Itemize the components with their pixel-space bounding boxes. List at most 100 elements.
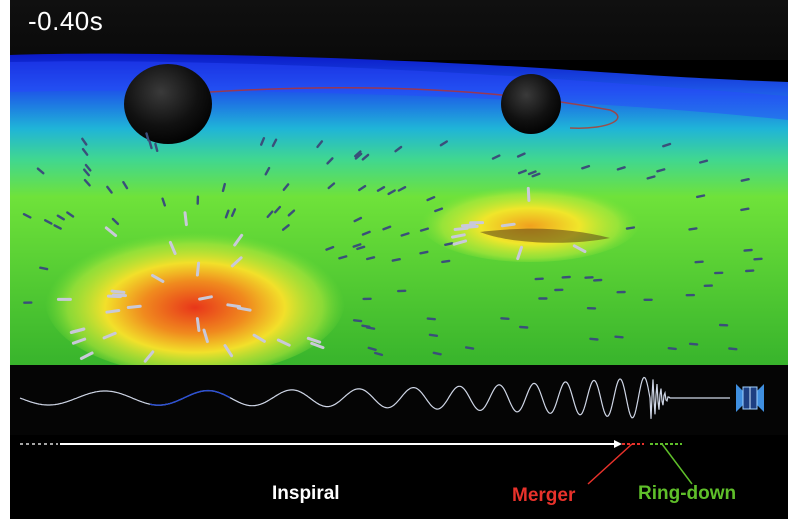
field-arrow xyxy=(310,341,325,350)
field-arrow xyxy=(753,257,763,261)
field-arrow xyxy=(460,223,476,228)
background-sky xyxy=(10,0,788,60)
field-arrow xyxy=(202,328,209,344)
field-arrow xyxy=(154,142,159,153)
timeline-arrowhead xyxy=(614,440,622,448)
field-arrow xyxy=(84,163,92,172)
field-arrow xyxy=(527,170,537,176)
field-arrow xyxy=(148,140,153,150)
field-arrow xyxy=(444,242,454,247)
inspiral-label: Inspiral xyxy=(272,483,340,504)
field-arrow xyxy=(168,240,177,255)
field-arrow xyxy=(316,140,324,149)
field-arrow xyxy=(81,137,88,146)
field-arrow xyxy=(667,347,677,351)
field-arrow xyxy=(616,166,626,171)
field-arrow xyxy=(111,217,120,226)
field-arrow xyxy=(183,211,188,227)
field-arrow xyxy=(728,347,738,351)
field-arrow xyxy=(441,259,451,264)
field-arrow xyxy=(516,245,523,261)
field-arrow xyxy=(198,295,213,301)
field-arrow xyxy=(104,226,118,237)
field-arrow xyxy=(426,317,436,321)
field-arrow xyxy=(327,182,336,190)
field-arrow xyxy=(361,230,371,236)
field-arrow xyxy=(195,261,201,277)
field-arrow xyxy=(354,150,362,158)
gravitational-waveform xyxy=(19,376,730,419)
field-arrow xyxy=(69,327,85,334)
field-arrow xyxy=(387,189,396,196)
field-arrow xyxy=(79,351,94,360)
field-arrow xyxy=(367,346,377,351)
field-arrow xyxy=(500,317,510,320)
field-arrow xyxy=(81,147,89,156)
field-arrow xyxy=(56,214,65,221)
field-arrow xyxy=(426,195,436,202)
field-arrow xyxy=(264,166,271,176)
field-arrow xyxy=(397,185,407,192)
field-arrow xyxy=(352,319,363,323)
field-arrow xyxy=(39,266,49,271)
field-arrow xyxy=(282,183,290,192)
ringdown-label: Ring-down xyxy=(638,483,737,504)
field-arrow xyxy=(145,132,150,142)
field-arrow xyxy=(614,335,624,339)
field-arrow xyxy=(382,225,392,231)
field-arrow xyxy=(452,239,468,246)
field-arrow xyxy=(526,186,531,202)
field-arrow xyxy=(102,331,117,340)
field-arrow xyxy=(259,136,266,146)
field-arrow xyxy=(696,194,706,199)
field-arrow xyxy=(743,248,753,252)
field-arrow xyxy=(500,222,516,228)
field-arrow xyxy=(428,333,439,337)
field-arrow xyxy=(646,175,656,180)
field-arrow xyxy=(451,233,466,239)
waveform-past-segment xyxy=(149,389,231,406)
field-arrow xyxy=(581,164,591,170)
field-arrow xyxy=(105,309,121,314)
field-arrow xyxy=(266,210,274,219)
black-hole-large xyxy=(124,64,212,144)
field-arrow xyxy=(516,152,526,158)
field-arrow xyxy=(694,260,704,264)
field-arrow xyxy=(143,350,155,363)
field-arrow xyxy=(271,138,278,148)
field-arrow xyxy=(236,306,252,312)
field-arrow xyxy=(517,169,527,175)
field-arrow xyxy=(354,152,363,160)
field-arrow xyxy=(356,245,366,251)
field-arrow xyxy=(688,227,698,231)
field-arrow xyxy=(376,185,386,192)
merger-label: Merger xyxy=(512,485,576,506)
field-arrow xyxy=(374,351,384,357)
field-arrow xyxy=(491,154,501,160)
field-arrow xyxy=(161,197,167,207)
field-arrow xyxy=(226,303,242,309)
field-arrow xyxy=(325,245,335,251)
field-arrow xyxy=(230,208,237,218)
field-arrow xyxy=(151,273,165,283)
field-arrow xyxy=(274,205,282,214)
fabric-edge-sheen xyxy=(10,61,788,120)
field-arrow xyxy=(281,224,290,231)
field-arrow xyxy=(519,325,529,329)
field-arrow xyxy=(439,140,448,147)
field-arrow xyxy=(625,226,636,230)
field-arrow xyxy=(740,207,750,212)
merger-pointer xyxy=(587,443,633,485)
field-arrow xyxy=(688,342,699,346)
field-arrow xyxy=(394,145,403,153)
field-arrow xyxy=(432,351,442,356)
field-arrow xyxy=(656,168,666,173)
field-arrow xyxy=(662,142,672,148)
ligo-detector-icon xyxy=(736,384,764,412)
field-arrow xyxy=(463,224,479,229)
field-arrow xyxy=(195,317,201,332)
field-arrow xyxy=(71,337,87,345)
field-arrow xyxy=(233,233,244,247)
well-shadow xyxy=(480,228,610,243)
field-arrow xyxy=(531,172,541,178)
